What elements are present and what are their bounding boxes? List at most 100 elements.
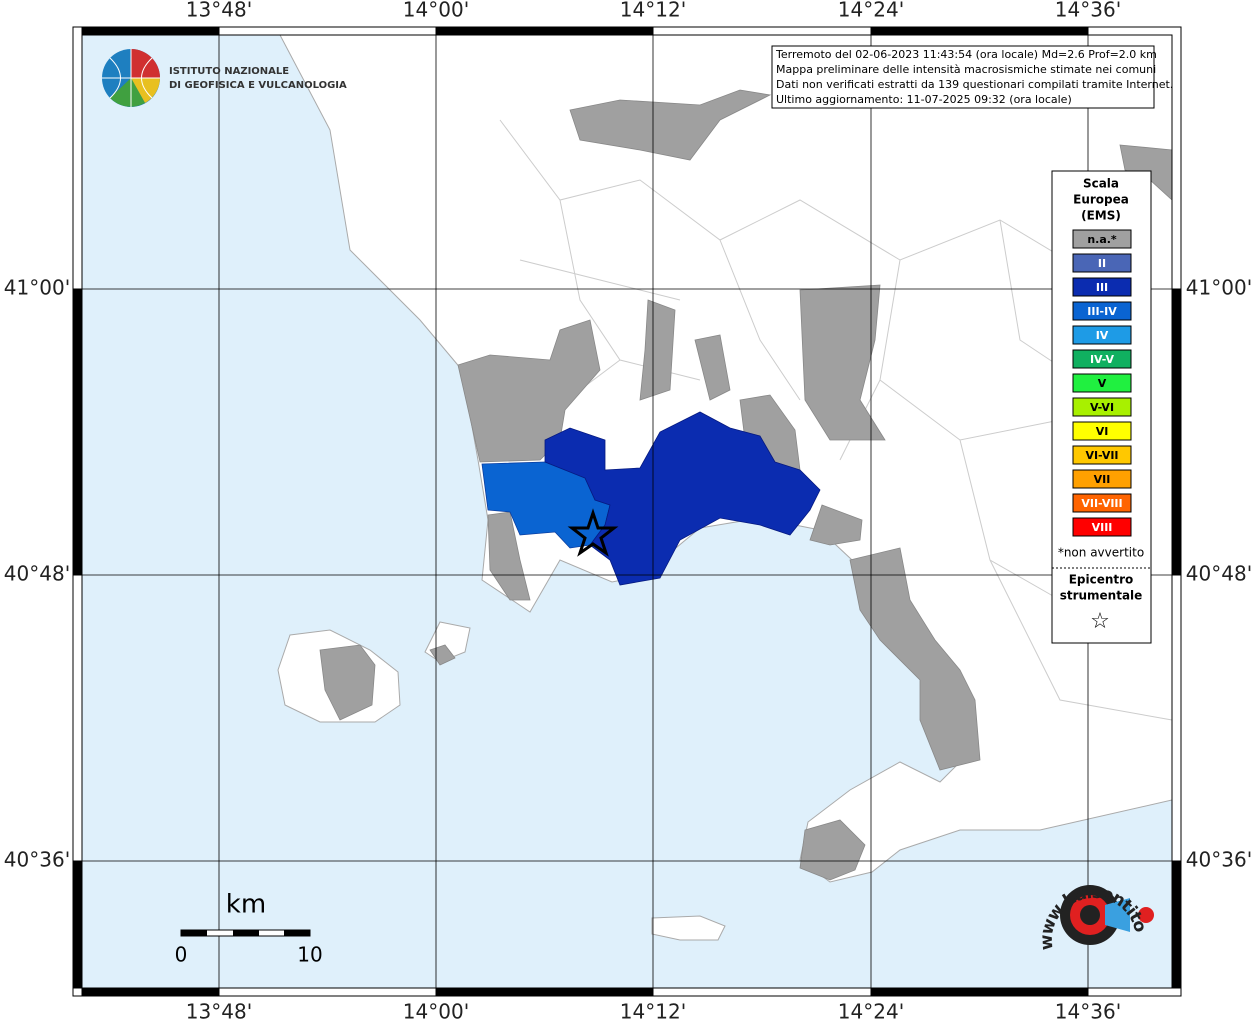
lon-label: 13°48' [186, 1000, 252, 1024]
scale-segment [181, 930, 207, 936]
legend-swatch [1072, 325, 1132, 345]
legend-label: IV [1096, 329, 1109, 342]
legend-label: VI-VII [1085, 449, 1118, 462]
legend-swatch [1072, 253, 1132, 273]
epicenter-label: strumentale [1060, 589, 1143, 603]
legend-swatch [1072, 349, 1132, 369]
epicenter-symbol: ☆ [1090, 609, 1110, 634]
frame-bar [435, 987, 654, 997]
legend-label: IV-V [1090, 353, 1115, 366]
legend-note: *non avvertito [1058, 546, 1144, 560]
scale-label: 0 [175, 943, 188, 967]
scale-unit: km [226, 890, 266, 920]
legend-label: VII-VIII [1081, 497, 1122, 510]
legend-swatch [1072, 301, 1132, 321]
lat-label: 41°00' [4, 276, 70, 300]
area-na [799, 819, 866, 881]
legend-label: V-VI [1090, 401, 1114, 414]
lon-label: 14°36' [1055, 0, 1121, 22]
lon-label: 14°36' [1055, 1000, 1121, 1024]
lat-label: 41°00' [1186, 276, 1252, 300]
institute-name: ISTITUTO NAZIONALE [169, 66, 289, 77]
info-box-frame [771, 45, 1155, 109]
legend-title: Scala [1083, 177, 1119, 191]
area-na [849, 547, 981, 771]
frame-bar [1171, 860, 1182, 989]
logo-lines [102, 49, 160, 107]
frame-bar [81, 987, 220, 997]
info-line: Ultimo aggiornamento: 11-07-2025 09:32 (… [776, 93, 1072, 106]
legend-swatch [1072, 421, 1132, 441]
capri [651, 915, 726, 941]
legend-label: III [1096, 281, 1108, 294]
info-line: Dati non verificati estratti da 139 ques… [776, 78, 1173, 91]
area-na [569, 89, 772, 161]
frame [72, 26, 1182, 997]
legend-swatch [1072, 229, 1132, 249]
frame-bar [81, 26, 220, 36]
lon-label: 14°24' [838, 0, 904, 22]
legend-label: VIII [1092, 521, 1113, 534]
area-na [639, 299, 676, 401]
lat-label: 40°36' [1186, 848, 1252, 872]
intensity-areas [319, 89, 1173, 881]
frame-bar [1171, 288, 1182, 576]
area-na [457, 319, 601, 463]
area-na [799, 284, 886, 441]
institute-name: DI GEOFISICA E VULCANOLOGIA [169, 80, 347, 91]
info-line: Mappa preliminare delle intensità macros… [776, 63, 1156, 76]
logo-segment [131, 49, 160, 78]
legend-swatch [1072, 277, 1132, 297]
epicenter-star [567, 508, 619, 557]
site-logo-speaker [1105, 898, 1130, 932]
legend-label: III-IV [1087, 305, 1117, 318]
area-na [319, 644, 376, 721]
legend-label: VI [1096, 425, 1109, 438]
site-logo-ring [1080, 905, 1100, 925]
lon-label: 13°48' [186, 0, 252, 22]
site-logo-dot [1138, 907, 1154, 923]
scale-bar: km 0 10 [175, 890, 323, 967]
graticule [82, 35, 1172, 988]
lon-labels-top: 13°48' 14°00' 14°12' 14°24' 14°36' [186, 0, 1121, 22]
lon-label: 14°00' [403, 1000, 469, 1024]
legend-swatch [1072, 373, 1132, 393]
lat-label: 40°48' [4, 562, 70, 586]
area-na [694, 334, 731, 401]
lon-label: 14°24' [838, 1000, 904, 1024]
legend-swatch [1072, 517, 1132, 537]
epicenter-label: Epicentro [1069, 573, 1134, 587]
legend-label: VII [1094, 473, 1111, 486]
legend-title: Europea [1073, 193, 1129, 207]
info-box: Terremoto del 02-06-2023 11:43:54 (ora l… [771, 45, 1173, 109]
scale-segment [233, 930, 259, 936]
legend-swatch [1072, 397, 1132, 417]
lat-label: 40°36' [4, 848, 70, 872]
legend-label: V [1098, 377, 1107, 390]
frame-bar [435, 26, 654, 36]
scale-segment [284, 930, 310, 936]
legend-swatch [1072, 445, 1132, 465]
scale-label: 10 [297, 943, 322, 967]
area-iii [544, 411, 821, 586]
legend: Scala Europea (EMS) *non avvertito Epice… [1051, 170, 1152, 644]
frame-bar [870, 26, 1089, 36]
frame-bar [870, 987, 1089, 997]
ingv-logo: ISTITUTO NAZIONALE DI GEOFISICA E VULCAN… [102, 49, 347, 107]
area-na [809, 504, 863, 546]
lat-label: 40°48' [1186, 562, 1252, 586]
legend-title: (EMS) [1081, 209, 1121, 223]
legend-swatch [1072, 469, 1132, 489]
frame-bar [72, 288, 83, 576]
lon-label: 14°00' [403, 0, 469, 22]
lat-labels: 41°00' 40°48' 40°36' 41°00' 40°48' 40°36… [4, 276, 1252, 872]
info-line: Terremoto del 02-06-2023 11:43:54 (ora l… [775, 48, 1157, 61]
lon-labels-bottom: 13°48' 14°00' 14°12' 14°24' 14°36' [186, 1000, 1121, 1024]
logo-segment [110, 78, 145, 107]
lon-label: 14°12' [620, 1000, 686, 1024]
lon-label: 14°12' [620, 0, 686, 22]
legend-label: II [1098, 257, 1106, 270]
legend-swatch [1072, 493, 1132, 513]
legend-label: n.a.* [1087, 233, 1117, 246]
